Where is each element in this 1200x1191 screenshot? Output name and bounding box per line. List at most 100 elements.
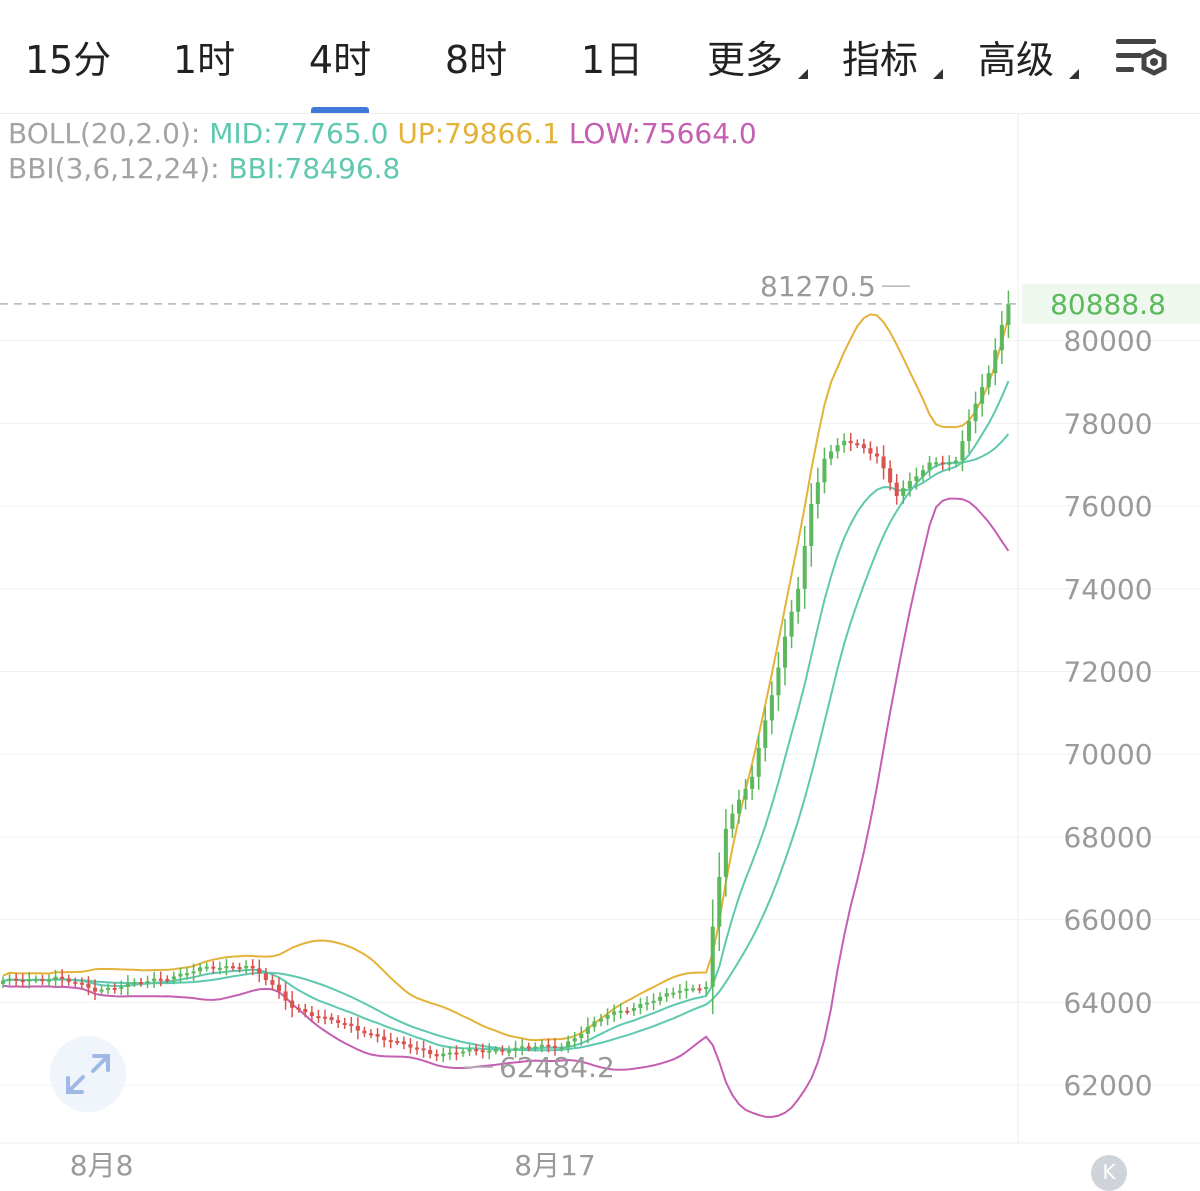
candle-body (263, 973, 268, 981)
candle-body (822, 458, 827, 483)
candle-body (723, 828, 728, 877)
bbi-line (2, 380, 1010, 1051)
tab-label: 4时 (308, 38, 372, 82)
candle-body (460, 1051, 466, 1054)
candle-body (92, 987, 98, 992)
tab-4h[interactable]: 4时 (272, 0, 408, 113)
candle-body (697, 988, 702, 991)
candle-body (487, 1050, 492, 1053)
tab-1d[interactable]: 1日 (544, 0, 680, 113)
candle-body (454, 1052, 459, 1055)
candle-body (138, 982, 144, 985)
candle-body (355, 1025, 360, 1031)
candle-body (651, 1000, 656, 1003)
candle-body (158, 978, 163, 981)
candle-body (743, 788, 748, 800)
candle-body (513, 1047, 518, 1051)
candle-body (776, 667, 781, 696)
tab-label: 更多 (706, 38, 783, 82)
price-markers: 80888.8 81270.5 62484.2 (0, 270, 1200, 1084)
expand-icon[interactable] (50, 1036, 126, 1112)
tab-label: 15分 (24, 38, 112, 82)
candle-body (79, 982, 84, 985)
candle-body (782, 636, 788, 668)
candle-body (710, 926, 715, 988)
candle-body (868, 448, 873, 454)
candle-body (572, 1038, 577, 1042)
indicator-lines (2, 313, 1010, 1119)
candle-body (828, 451, 834, 459)
candle-body (704, 987, 709, 990)
candle-body (66, 978, 71, 982)
candle-body (73, 981, 78, 984)
candle-body (211, 966, 216, 969)
candle-body (526, 1046, 531, 1049)
candle-body (756, 747, 761, 777)
y-tick-label: 64000 (1063, 986, 1152, 1019)
tab-indicators[interactable]: 指标 (815, 0, 945, 113)
candle-body (960, 441, 965, 461)
current-price-label: 80888.8 (1050, 288, 1166, 321)
y-tick-label: 72000 (1063, 656, 1152, 689)
bbi-value: BBI:78496.8 (228, 152, 401, 185)
candle-body (980, 387, 985, 404)
tab-8h[interactable]: 8时 (408, 0, 544, 113)
candle-body (230, 966, 236, 969)
candle-body (382, 1036, 387, 1041)
chart-settings-icon[interactable] (1112, 33, 1174, 85)
tab-label: 1时 (172, 38, 236, 82)
candle-body (20, 980, 25, 983)
candle-body (480, 1050, 485, 1053)
candle-body (303, 1008, 308, 1013)
candle-body (566, 1041, 571, 1047)
boll-up-value: UP:79866.1 (397, 117, 560, 150)
candle-body (434, 1054, 439, 1057)
candle-body (474, 1049, 479, 1052)
candle-body (290, 1000, 295, 1008)
candle-body (533, 1046, 538, 1049)
candle-body (283, 991, 288, 1001)
candle-body (658, 996, 663, 1001)
k-icon[interactable]: K (1091, 1155, 1127, 1191)
boll-label: BOLL(20,2.0): (8, 117, 201, 150)
candle-body (973, 403, 978, 422)
candle-body (7, 978, 12, 981)
candle-body (881, 456, 886, 469)
tab-1h[interactable]: 1时 (136, 0, 272, 113)
active-tab-indicator (311, 107, 369, 113)
candle-body (842, 440, 847, 446)
x-axis: 8月8 8月17 (70, 1149, 596, 1181)
candle-body (953, 460, 958, 463)
y-tick-label: 76000 (1063, 490, 1152, 523)
candle-body (53, 976, 58, 980)
candle-body (815, 482, 820, 504)
tab-more[interactable]: 更多 (680, 0, 810, 113)
candle-body (33, 979, 38, 982)
candle-body (217, 967, 222, 970)
candle-body (506, 1050, 512, 1053)
tab-advanced[interactable]: 高级 (951, 0, 1081, 113)
candle-body (559, 1046, 564, 1049)
tab-15m[interactable]: 15分 (0, 0, 136, 113)
candle-body (750, 776, 755, 789)
candle-body (86, 983, 91, 988)
candle-body (395, 1040, 400, 1043)
candle-body (428, 1050, 433, 1055)
candle-body (40, 979, 45, 982)
candle-body (309, 1012, 314, 1017)
candle-body (605, 1014, 610, 1019)
y-tick-label: 78000 (1063, 407, 1152, 440)
candle-body (618, 1010, 623, 1013)
y-tick-label: 68000 (1063, 821, 1152, 854)
candle-body (125, 983, 130, 988)
candle-body (907, 481, 912, 489)
candle-body (99, 989, 104, 992)
candle-body (835, 445, 840, 452)
candle-body (539, 1044, 544, 1047)
tab-label: 指标 (841, 38, 918, 82)
candle-body (204, 966, 209, 969)
candle-body (579, 1033, 584, 1039)
candle-body (198, 967, 203, 972)
dropdown-caret-icon (798, 69, 808, 79)
